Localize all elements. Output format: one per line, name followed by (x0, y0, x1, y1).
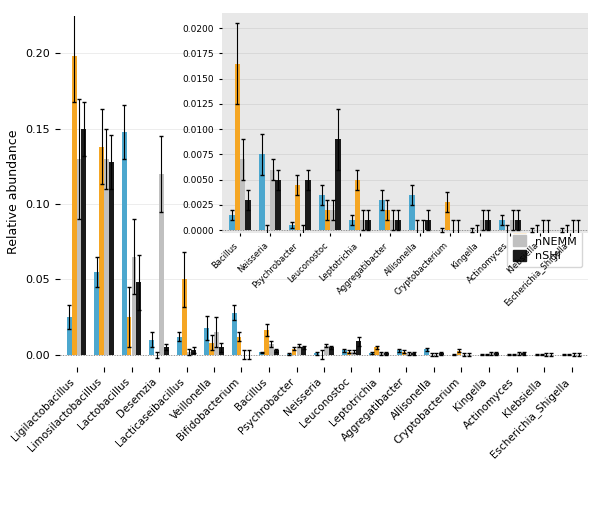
Bar (360, 220, 365, 230)
Legend: aNEMM, aSHI, nNEMM, nSHI: aNEMM, aSHI, nNEMM, nSHI (508, 200, 583, 267)
Bar (77, 159, 82, 355)
Bar (329, 347, 334, 355)
Bar (219, 347, 224, 355)
Bar (349, 220, 355, 230)
Bar (517, 353, 521, 355)
Bar (395, 220, 401, 230)
Bar (264, 330, 269, 355)
Bar (275, 180, 281, 230)
Bar (67, 317, 71, 355)
Bar (287, 354, 292, 355)
Bar (356, 341, 361, 355)
Bar (136, 282, 142, 355)
Bar (325, 210, 330, 230)
Bar (385, 210, 390, 230)
Bar (407, 353, 412, 355)
Bar (365, 220, 371, 230)
Bar (232, 312, 236, 355)
Bar (305, 180, 311, 230)
Bar (379, 200, 385, 230)
Bar (352, 352, 356, 355)
Bar (341, 350, 347, 355)
Bar (424, 350, 429, 355)
Bar (521, 353, 526, 355)
Bar (127, 317, 131, 355)
Bar (314, 353, 319, 355)
Bar (335, 139, 341, 230)
Bar (369, 353, 374, 355)
Bar (425, 220, 431, 230)
Bar (289, 225, 295, 230)
Bar (480, 220, 485, 230)
Bar (401, 352, 407, 355)
Bar (379, 353, 384, 355)
Bar (214, 332, 219, 355)
Bar (182, 279, 187, 355)
Bar (191, 350, 196, 355)
Bar (235, 63, 240, 230)
Bar (274, 350, 279, 355)
Bar (330, 210, 335, 230)
Bar (71, 57, 77, 355)
Bar (445, 202, 450, 230)
Bar (374, 347, 379, 355)
Bar (295, 185, 300, 230)
Bar (122, 132, 127, 355)
Bar (270, 170, 275, 230)
Bar (510, 220, 515, 230)
Bar (164, 347, 169, 355)
Bar (412, 353, 416, 355)
Bar (347, 352, 352, 355)
Bar (94, 272, 99, 355)
Bar (457, 351, 461, 355)
Bar (397, 350, 401, 355)
Bar (355, 180, 360, 230)
Bar (204, 328, 209, 355)
Bar (485, 220, 491, 230)
Bar (319, 195, 325, 230)
Bar (439, 353, 444, 355)
Y-axis label: Relative abundance: Relative abundance (7, 129, 20, 254)
Bar (245, 200, 251, 230)
Bar (296, 346, 301, 355)
Bar (236, 336, 241, 355)
Bar (131, 257, 136, 355)
Bar (149, 340, 154, 355)
Bar (269, 344, 274, 355)
Bar (259, 353, 264, 355)
Bar (499, 220, 505, 230)
Bar (99, 147, 104, 355)
Bar (209, 343, 214, 355)
Bar (229, 215, 235, 230)
Bar (187, 352, 191, 355)
Bar (324, 346, 329, 355)
Bar (301, 347, 307, 355)
Bar (489, 353, 494, 355)
Bar (240, 159, 245, 230)
Bar (390, 220, 395, 230)
Bar (259, 155, 265, 230)
Bar (109, 162, 114, 355)
Bar (104, 159, 109, 355)
Bar (515, 220, 521, 230)
Bar (384, 353, 389, 355)
Bar (159, 174, 164, 355)
Bar (176, 336, 182, 355)
Bar (82, 129, 86, 355)
Bar (292, 348, 296, 355)
Bar (494, 353, 499, 355)
Bar (409, 195, 415, 230)
